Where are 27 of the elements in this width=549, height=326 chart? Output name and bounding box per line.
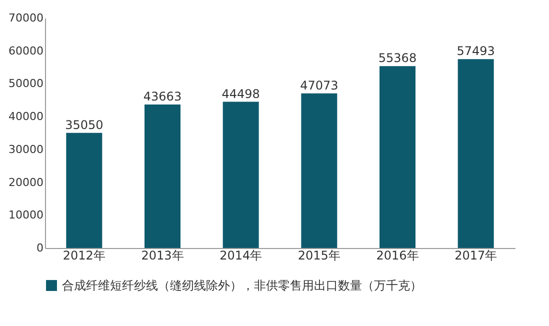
y-tick-label: 20000 xyxy=(8,176,44,189)
y-tick-label: 50000 xyxy=(8,77,44,90)
bar xyxy=(458,59,494,248)
data-label: 55368 xyxy=(378,51,417,66)
legend-label: 合成纤维短纤纱线（缝纫线除外），非供零售用出口数量（万千克） xyxy=(62,278,422,292)
data-label: 47073 xyxy=(300,78,338,92)
data-label: 57493 xyxy=(456,44,495,58)
x-tick-label: 2016年 xyxy=(376,248,419,262)
data-label: 35050 xyxy=(65,118,104,132)
x-tick-label: 2017年 xyxy=(454,248,498,262)
data-label: 44498 xyxy=(222,86,260,101)
x-tick-label: 2012年 xyxy=(62,248,106,262)
y-tick-label: 60000 xyxy=(8,44,44,58)
y-tick-label: 10000 xyxy=(8,208,44,222)
x-tick-label: 2013年 xyxy=(141,248,184,262)
y-tick-label: 40000 xyxy=(8,110,44,124)
bar xyxy=(222,102,259,248)
bar xyxy=(301,93,338,248)
bar xyxy=(66,132,102,248)
y-tick-label: 30000 xyxy=(8,142,44,156)
bar xyxy=(144,104,180,248)
bar xyxy=(380,66,416,248)
x-tick-label: 2014年 xyxy=(220,248,262,262)
x-tick-label: 2015年 xyxy=(298,248,340,262)
data-label: 43663 xyxy=(143,90,182,104)
y-tick-label: 0 xyxy=(36,242,44,254)
y-tick-label: 70000 xyxy=(8,12,44,24)
